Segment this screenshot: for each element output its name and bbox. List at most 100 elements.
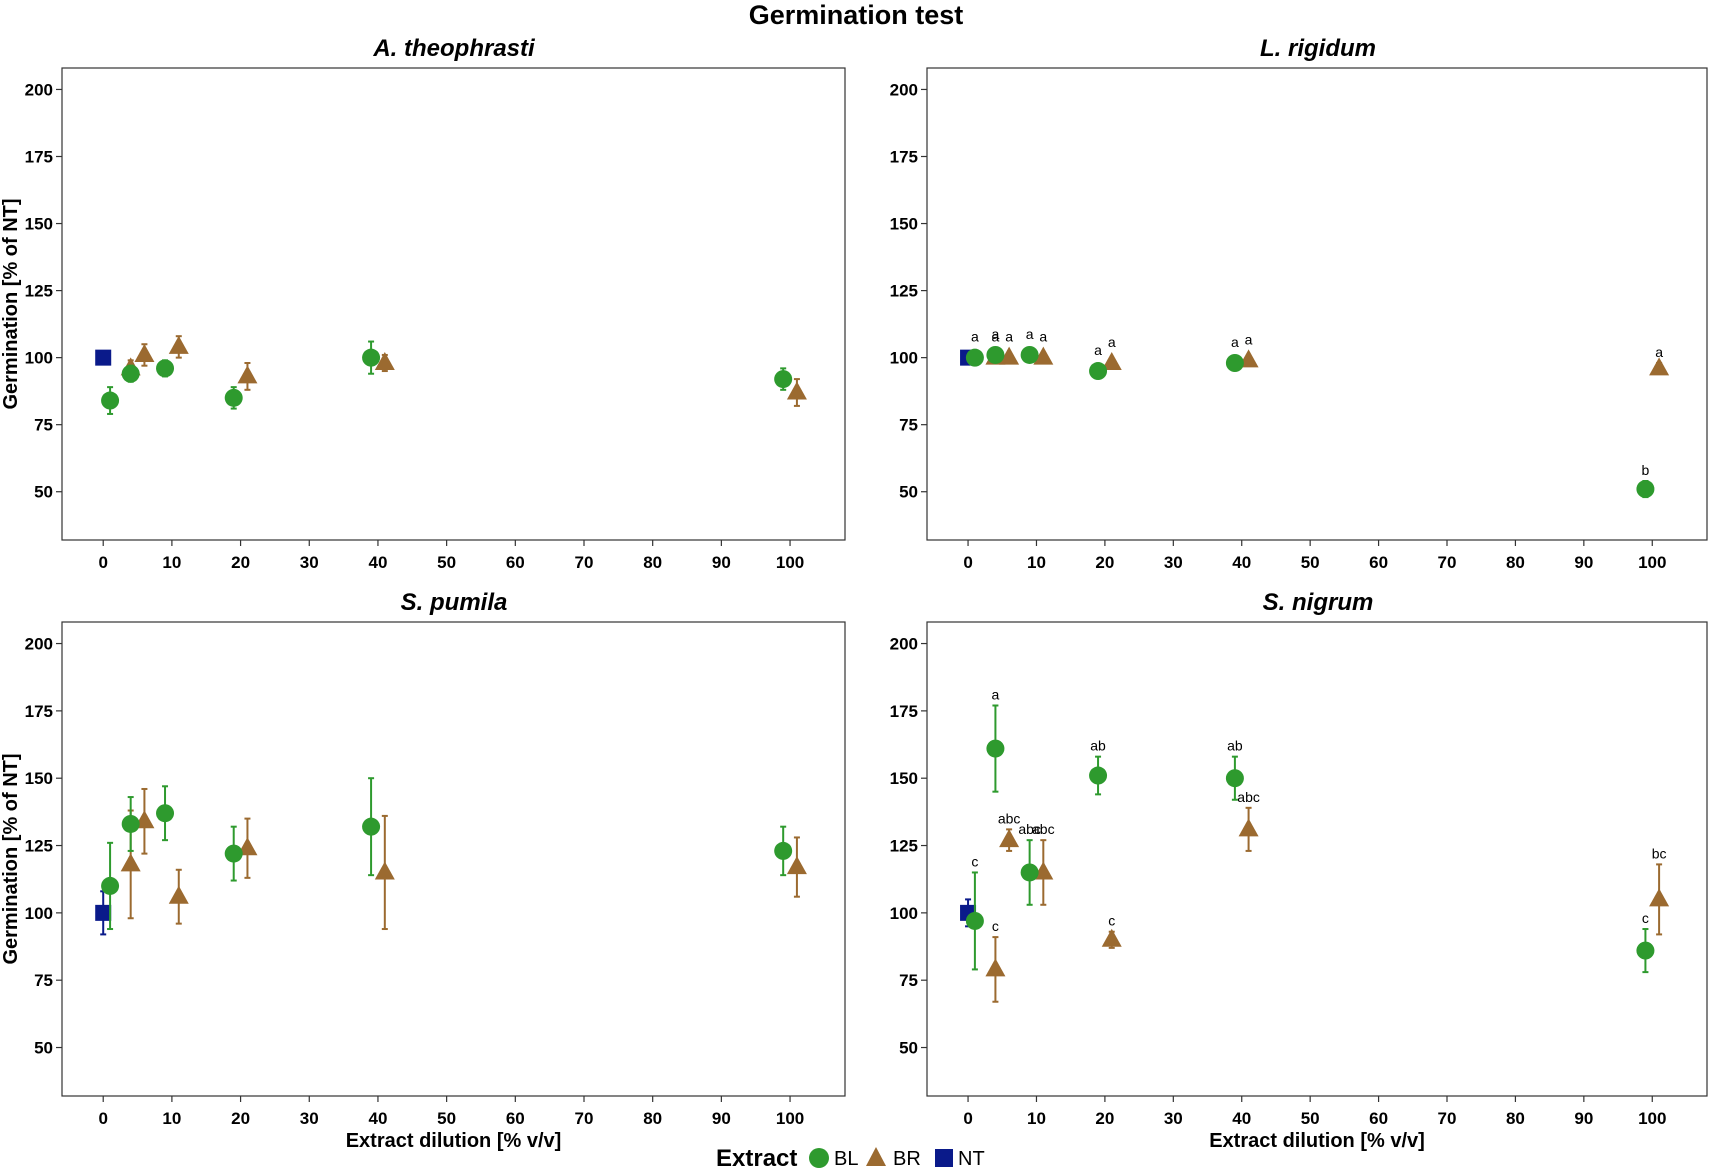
point-bl: [362, 817, 381, 836]
x-tick-label: 90: [1574, 1109, 1593, 1128]
x-tick-label: 10: [1027, 553, 1046, 572]
point-br: [237, 365, 258, 384]
point-br: [134, 343, 155, 362]
significance-label: abc: [1018, 821, 1041, 837]
point-nt: [95, 904, 112, 921]
y-tick-label: 125: [890, 837, 918, 856]
x-tick-label: 30: [1164, 553, 1183, 572]
x-tick-label: 20: [231, 1109, 250, 1128]
x-tick-label: 10: [162, 553, 181, 572]
x-tick-label: 100: [1638, 1109, 1666, 1128]
y-tick-label: 100: [25, 904, 53, 923]
x-tick-label: 90: [1574, 553, 1593, 572]
point-br: [1101, 928, 1122, 947]
significance-label: a: [971, 329, 979, 345]
point-br: [786, 381, 807, 400]
point-nt: [95, 349, 112, 366]
y-tick-label: 50: [34, 483, 53, 502]
point-br: [374, 352, 395, 370]
y-tick-label: 200: [890, 635, 918, 654]
point-bl: [1636, 941, 1655, 960]
y-tick-label: 50: [899, 483, 918, 502]
x-tick-label: 20: [1095, 553, 1114, 572]
y-tick-label: 100: [890, 349, 918, 368]
point-bl: [774, 370, 793, 389]
significance-label: a: [1026, 326, 1034, 342]
significance-label: c: [1642, 910, 1649, 926]
significance-label: ab: [1227, 738, 1243, 754]
y-tick-label: 150: [890, 769, 918, 788]
legend-nt-label: NT: [958, 1148, 985, 1170]
x-tick-label: 60: [506, 553, 525, 572]
x-tick-label: 90: [712, 1109, 731, 1128]
y-tick-label: 150: [25, 215, 53, 234]
x-tick-label: 40: [1232, 553, 1251, 572]
x-tick-label: 100: [776, 553, 804, 572]
y-tick-label: 150: [25, 769, 53, 788]
significance-label: abc: [998, 810, 1021, 826]
x-tick-label: 50: [437, 1109, 456, 1128]
point-bl: [774, 841, 793, 860]
point-br: [1033, 346, 1054, 365]
panel-title: A. theophrasti: [372, 35, 536, 62]
significance-label: a: [992, 329, 1000, 345]
point-br: [999, 829, 1020, 848]
point-br: [168, 885, 189, 904]
point-br: [985, 958, 1006, 977]
point-br: [168, 335, 189, 354]
significance-label: abc: [1032, 821, 1055, 837]
x-tick-label: 70: [575, 553, 594, 572]
x-tick-label: 100: [776, 1109, 804, 1128]
significance-label: a: [1245, 331, 1253, 347]
x-tick-label: 50: [1301, 553, 1320, 572]
point-br: [786, 856, 807, 875]
y-tick-label: 125: [890, 282, 918, 301]
y-tick-label: 75: [899, 971, 918, 990]
x-tick-label: 60: [1369, 553, 1388, 572]
point-bl: [965, 911, 984, 930]
y-tick-label: 175: [890, 702, 918, 721]
y-tick-label: 50: [899, 1039, 918, 1058]
x-tick-label: 20: [231, 553, 250, 572]
significance-label: a: [1039, 329, 1047, 345]
point-bl: [101, 876, 120, 895]
y-tick-label: 75: [34, 971, 53, 990]
legend-nt-marker: [935, 1149, 953, 1167]
y-tick-label: 100: [890, 904, 918, 923]
point-br: [237, 837, 258, 856]
figure-title: Germination test: [749, 0, 964, 30]
x-axis-label: Extract dilution [% v/v]: [346, 1130, 562, 1152]
point-br: [374, 861, 395, 880]
y-tick-label: 100: [25, 349, 53, 368]
panel-1: L. rigidum 50 75 100 125 150 175 200 0 10 20 30 40 50…: [890, 35, 1708, 572]
point-bl: [1225, 769, 1244, 788]
significance-label: a: [992, 686, 1000, 702]
point-br: [1101, 352, 1122, 370]
panel-0: A. theophrasti 50 75 100 125 150 175 200 0 10 20 30…: [0, 35, 846, 572]
point-bl: [224, 388, 243, 407]
y-tick-label: 75: [34, 416, 53, 435]
x-tick-label: 20: [1095, 1109, 1114, 1128]
significance-label: a: [1108, 334, 1116, 350]
legend-bl-marker: [809, 1148, 829, 1168]
plot-frame: [61, 621, 846, 1097]
y-tick-label: 75: [899, 416, 918, 435]
x-tick-label: 100: [1638, 553, 1666, 572]
panel-2: S. pumila 50 75 100 125 150 175 200 0 10 20 30 40 50 6…: [0, 589, 846, 1152]
point-bl: [965, 348, 984, 367]
panel-title: S. nigrum: [1263, 589, 1374, 616]
x-tick-label: 40: [1232, 1109, 1251, 1128]
x-tick-label: 70: [1438, 553, 1457, 572]
y-tick-label: 125: [25, 837, 53, 856]
x-tick-label: 80: [643, 553, 662, 572]
x-tick-label: 70: [575, 1109, 594, 1128]
significance-label: a: [992, 326, 1000, 342]
x-tick-label: 80: [1506, 553, 1525, 572]
x-tick-label: 10: [162, 1109, 181, 1128]
x-tick-label: 30: [300, 1109, 319, 1128]
significance-label: c: [992, 918, 999, 934]
point-bl: [1020, 345, 1039, 364]
point-bl: [1089, 362, 1108, 381]
point-bl: [986, 345, 1005, 364]
